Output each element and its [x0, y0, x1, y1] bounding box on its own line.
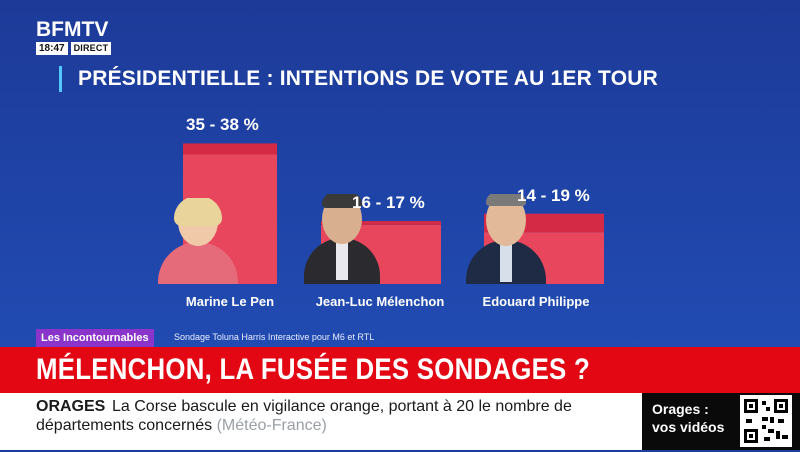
source-credit: Sondage Toluna Harris Interactive pour M…: [174, 332, 375, 342]
portrait-jean-luc-melenchon: [304, 194, 380, 284]
headline-band: [0, 347, 800, 393]
program-tag: Les Incontournables: [36, 329, 154, 348]
qr-code-icon[interactable]: [740, 395, 792, 447]
value-label-marine-le-pen: 35 - 38 %: [186, 115, 259, 135]
portrait-marine-le-pen: [158, 198, 238, 284]
category-label-jean-luc-melenchon: Jean-Luc Mélenchon: [315, 294, 445, 309]
ticker-line-1: La Corse bascule en vigilance orange, po…: [112, 398, 572, 415]
portrait-hair: [322, 194, 362, 208]
value-label-jean-luc-melenchon: 16 - 17 %: [352, 193, 425, 213]
promo-line-1: Orages :: [652, 401, 709, 417]
portrait-hair: [486, 194, 526, 206]
clock: 18:47: [36, 42, 68, 55]
channel-logo: BFMTV 18:47 DIRECT: [36, 18, 120, 55]
portrait-edouard-philippe: [466, 194, 546, 284]
bar-range-jean-luc-melenchon: [321, 221, 441, 225]
news-ticker: [0, 393, 642, 450]
bar-range-marine-le-pen: [183, 143, 277, 155]
portrait-shirt: [500, 242, 512, 282]
category-label-marine-le-pen: Marine Le Pen: [185, 294, 275, 309]
portrait-hair: [174, 198, 222, 226]
headline: MÉLENCHON, LA FUSÉE DES SONDAGES ?: [36, 353, 590, 386]
portrait-torso: [158, 242, 238, 284]
promo-line-2: vos vidéos: [652, 419, 725, 435]
brand-name: BFMTV: [36, 18, 109, 41]
title-accent-bar: [59, 66, 62, 92]
live-badge: DIRECT: [70, 42, 112, 55]
ticker-line-2-text: départements concernés: [36, 417, 213, 434]
category-label-edouard-philippe: Edouard Philippe: [482, 294, 590, 309]
value-label-edouard-philippe: 14 - 19 %: [517, 185, 590, 205]
ticker-keyword: ORAGES: [36, 398, 106, 415]
ticker-line-2: départements concernés (Météo-France): [36, 417, 327, 435]
portrait-shirt: [336, 240, 348, 280]
chart-title: PRÉSIDENTIELLE : INTENTIONS DE VOTE AU 1…: [78, 67, 658, 90]
ticker-source: (Météo-France): [216, 417, 327, 434]
brand-meta: 18:47 DIRECT: [36, 42, 120, 55]
qr-code-graphic: [744, 399, 788, 443]
